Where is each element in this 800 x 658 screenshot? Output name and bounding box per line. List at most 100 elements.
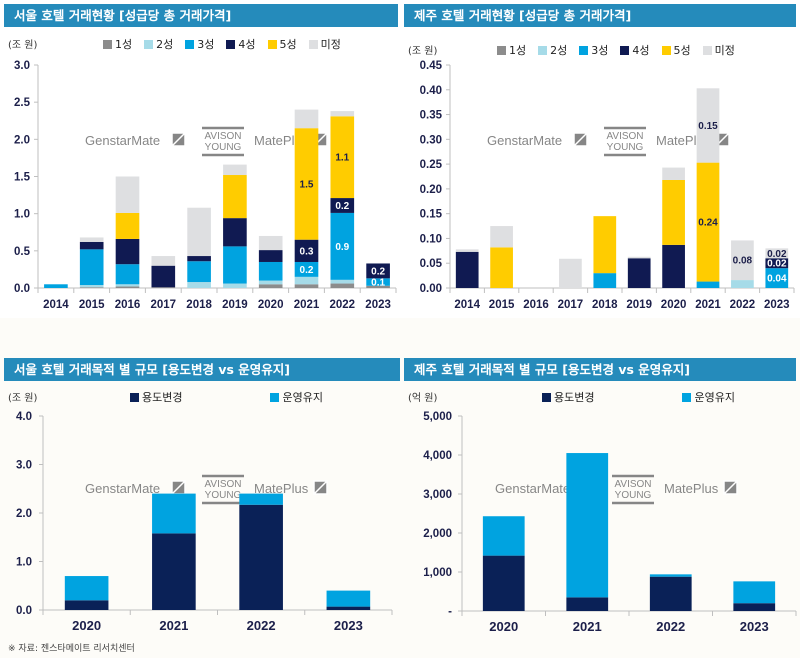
bar-segment-undetermined-2021 [696,88,720,163]
legend-item-change-use: 용도변경 [130,389,182,405]
bar-segment-star1-2022 [330,283,355,288]
bar-segment-star5-2021 [294,128,319,240]
watermark-avison: AVISON [204,479,241,490]
bar-segment-star4-2016 [115,238,140,265]
x-tick-label: 2022 [247,618,276,633]
y-tick-label: 0.40 [420,85,442,97]
y-tick-label: 5,000 [423,411,452,423]
bar-segment-star3-2023 [765,268,789,288]
legend-label: 용도변경 [142,391,183,404]
y-tick-label: 0.25 [420,159,443,171]
legend-label: 2성 [550,44,568,57]
y-tick-label: 3,000 [423,489,452,501]
data-label: 0.02 [767,249,787,260]
bar-segment-star1-2023 [366,285,390,288]
legend-label: 1성 [509,44,527,57]
bar-segment-star5-2022 [330,116,355,199]
legend-item-star3: 3성 [185,36,214,52]
bar-segment-star4-2018 [187,256,211,262]
x-tick-label: 2021 [695,299,721,311]
data-label: 0.2 [300,265,314,276]
x-tick-label: 2015 [79,299,105,311]
bar-segment-undetermined-2015 [490,226,513,248]
y-tick-label: 0.45 [420,60,443,72]
bar-segment-star5-2015 [490,247,513,288]
watermark-young: YOUNG [607,142,644,153]
mateplus-logo-icon [313,480,328,495]
y-tick-label: 3.0 [14,60,30,72]
bar-segment-star4-2017 [151,265,176,288]
bar-segment-star4-2020 [662,244,685,288]
bar-segment-star4-2023 [366,263,390,279]
legend-item-star5: 5성 [661,42,691,58]
bar-segment-maintain-2020 [64,576,109,601]
legend-item-star2: 2성 [538,42,567,58]
bar-segment-star2-2016 [115,284,140,287]
x-tick-label: 2023 [764,299,790,311]
bar-group-2022: 0.9 0.2 1.1 [330,111,355,288]
bar-segment-star4-2019 [223,218,247,247]
bar-group-2017 [151,256,176,288]
y-tick-label: 0.0 [14,283,30,295]
y-tick-label: 0.00 [420,283,442,295]
watermark-mateplus: MatePlus [664,481,719,496]
y-tick-label: 0.35 [420,110,443,122]
x-tick-label: 2017 [558,299,584,311]
bar-segment-undetermined-2017 [559,258,582,288]
bar-segment-star4-2019 [627,258,651,288]
bar-segment-undetermined-2021 [294,109,319,129]
bar-segment-star1-2016 [115,286,140,288]
x-tick-label: 2018 [186,299,212,311]
y-tick-label: 0.05 [420,258,443,270]
y-tick-label: 4,000 [423,450,452,462]
legend-label: 4성 [238,38,256,51]
bar-segment-undetermined-2017 [151,256,176,266]
legend-swatch [579,45,589,55]
bar-segment-star3-2022 [330,212,355,280]
jeju-grade-title: 제주 호텔 거래현황 [성급당 총 거래가격] [404,4,796,27]
legend-swatch [538,45,548,55]
bar-segment-undetermined-2020 [662,167,685,180]
bar-segment-star4-2014 [455,251,479,288]
bar-group-2019 [627,256,651,288]
legend-swatch [103,39,112,49]
legend-label: 4성 [632,44,650,57]
data-label: 0.9 [335,242,349,253]
bar-segment-change-use-2020 [64,600,109,610]
bar-segment-star2-2021 [294,276,319,285]
bar-segment-star2-2019 [223,283,247,288]
bar-group-2018 [187,207,211,288]
legend-swatch [620,45,630,55]
watermark-young: YOUNG [205,490,242,501]
bar-group-2022: 0.08 [731,240,754,288]
x-tick-label: 2021 [294,299,320,311]
bar-segment-undetermined-2016 [115,176,140,213]
bar-segment-star3-2015 [79,249,104,286]
bar-segment-star2-2018 [187,282,211,288]
bar-group-2020 [482,516,525,611]
y-tick-label: - [448,606,452,618]
bar-segment-star3-2021 [294,261,319,277]
bar-segment-maintain-2021 [152,493,196,534]
bar-segment-undetermined-2019 [223,164,247,176]
seoul-grade-legend: 1성 2성 3성 4성 5성 미정 [103,36,341,52]
y-tick-label: 1.0 [14,209,30,221]
bar-segment-undetermined-2023 [765,248,789,259]
bar-segment-maintain-2023 [326,590,371,607]
x-tick-label: 2016 [115,299,141,311]
bar-group-2023 [326,590,371,610]
legend-swatch [682,392,692,402]
y-tick-label: 1,000 [423,567,452,579]
seoul-grade-panel: 서울 호텔 거래현황 [성급당 총 거래가격] (조 원) 1성 2성 3성 4성 5성… [0,0,400,318]
y-tick-label: 2.0 [14,134,30,146]
bar-segment-star5-2019 [223,175,247,219]
bar-segment-maintain-2020 [482,516,525,556]
watermark-genstarmate: GenstarMate [495,481,570,496]
bar-segment-change-use-2023 [326,606,371,610]
data-label: 0.15 [698,121,718,132]
bar-group-2020 [64,576,109,610]
bar-segment-undetermined-2019 [627,256,651,259]
bar-segment-star3-2021 [696,281,720,288]
jeju-purpose-unit: (억 원) [408,393,438,404]
legend-item-star2: 2성 [144,36,173,52]
